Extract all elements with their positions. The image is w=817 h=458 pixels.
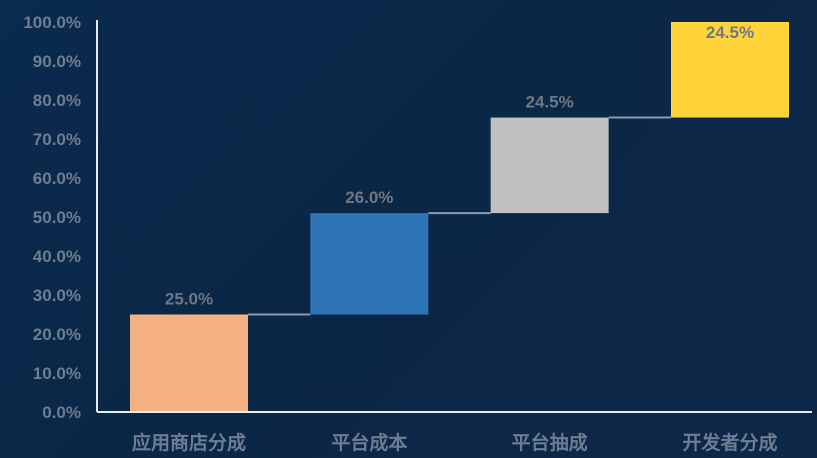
connector-lines: [248, 116, 671, 316]
bar-2: [310, 213, 429, 315]
y-axis-ticks: 0.0% 10.0% 20.0% 30.0% 40.0% 50.0% 60.0% 70.0% 8…: [23, 13, 81, 422]
category-label-3: 平台抽成: [512, 431, 588, 454]
bar-3: [490, 117, 609, 214]
data-label-2: 26.0%: [345, 188, 393, 207]
y-tick-label: 0.0%: [42, 403, 81, 422]
y-tick-label: 20.0%: [33, 325, 81, 344]
data-label-4: 24.5%: [706, 23, 754, 42]
category-label-4: 开发者分成: [682, 431, 777, 454]
category-label-2: 平台成本: [331, 431, 407, 454]
y-tick-label: 40.0%: [33, 247, 81, 266]
y-tick-label: 100.0%: [23, 13, 81, 32]
category-label-1: 应用商店分成: [132, 431, 246, 454]
y-tick-label: 10.0%: [33, 364, 81, 383]
data-labels: 25.0% 26.0% 24.5% 24.5%: [165, 23, 754, 309]
data-label-1: 25.0%: [165, 290, 213, 309]
bar-1: [130, 314, 248, 412]
y-tick-label: 80.0%: [33, 91, 81, 110]
y-tick-label: 30.0%: [33, 286, 81, 305]
y-tick-label: 70.0%: [33, 130, 81, 149]
y-tick-label: 50.0%: [33, 208, 81, 227]
bars: [130, 22, 789, 412]
data-label-3: 24.5%: [526, 93, 574, 112]
y-tick-label: 60.0%: [33, 169, 81, 188]
y-tick-label: 90.0%: [33, 52, 81, 71]
bar-4: [670, 22, 789, 118]
x-axis-labels: 应用商店分成 平台成本 平台抽成 开发者分成: [132, 431, 778, 454]
